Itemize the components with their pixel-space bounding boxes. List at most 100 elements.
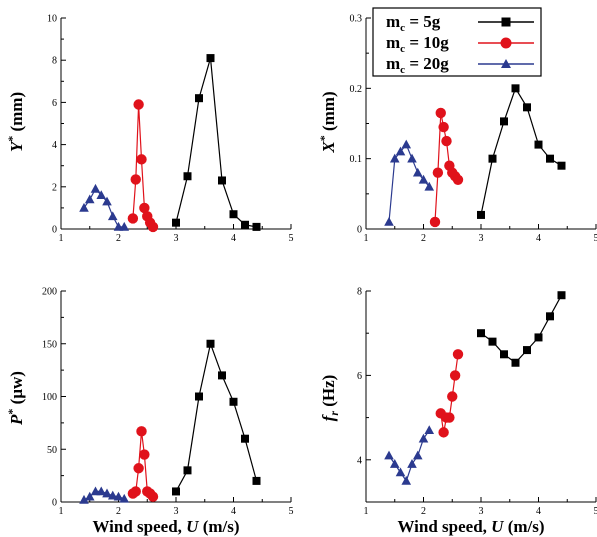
data-point-s5g xyxy=(218,371,226,380)
data-point-s20g xyxy=(395,146,406,156)
data-point-s20g xyxy=(107,211,118,221)
series-line-s5g xyxy=(480,86,562,216)
x-tick-label: 5 xyxy=(289,233,294,244)
data-point-s20g xyxy=(102,488,112,498)
data-point-s5g xyxy=(523,103,531,112)
data-point-s5g xyxy=(206,54,215,63)
data-point-s5g xyxy=(229,210,238,219)
data-point-s20g xyxy=(84,491,95,501)
series-s20g xyxy=(79,486,130,504)
data-point-s10g xyxy=(147,221,159,233)
y-tick-label: 2 xyxy=(52,182,57,193)
data-point-s10g xyxy=(432,167,444,178)
x-axis-label: Wind speed, U (m/s) xyxy=(397,517,544,536)
x-tick-label: 4 xyxy=(536,233,541,244)
x-tick-label: 3 xyxy=(479,506,484,517)
y-tick-label: 10 xyxy=(47,14,57,25)
data-point-s20g xyxy=(389,153,400,163)
data-point-s20g xyxy=(119,221,130,231)
panel-freq: 1 2 3 4 5 4 6 8 fr (Hz) Wind speed, U (m/s) xyxy=(319,287,597,537)
x-tick-label: 1 xyxy=(364,233,369,244)
series-line-s5g xyxy=(175,341,258,492)
data-point-s20g xyxy=(96,486,107,496)
data-point-s10g xyxy=(435,107,446,119)
y-tick-label: 0 xyxy=(52,498,57,509)
data-point-s10g xyxy=(139,449,150,460)
data-point-s20g xyxy=(407,459,417,468)
series-s5g xyxy=(172,339,261,496)
y-tick-label: 0.2 xyxy=(350,84,363,95)
series-s10g xyxy=(127,426,159,502)
x-tick-label: 1 xyxy=(364,506,369,517)
data-point-s20g xyxy=(389,459,400,468)
y-tick-label: 6 xyxy=(357,371,362,382)
data-point-s5g xyxy=(477,329,485,338)
legend-marker-s5g xyxy=(501,17,511,27)
data-point-s10g xyxy=(438,427,449,438)
data-point-s5g xyxy=(229,397,238,406)
legend-marker-s20g xyxy=(501,59,511,68)
y-axis-label: fr (Hz) xyxy=(319,375,341,422)
data-point-s5g xyxy=(511,358,520,367)
y-tick-label: 6 xyxy=(52,98,57,109)
x-tick-label: 3 xyxy=(174,506,179,517)
data-point-s20g xyxy=(407,153,417,163)
x-tick-label: 2 xyxy=(116,506,121,517)
data-point-s5g xyxy=(488,154,497,163)
data-point-s10g xyxy=(136,426,147,437)
x-tick-label: 4 xyxy=(536,506,541,517)
series-s20g xyxy=(384,425,435,485)
data-point-s20g xyxy=(395,467,406,477)
y-tick-label: 0.1 xyxy=(350,154,363,165)
data-point-s10g xyxy=(130,174,141,185)
y-tick-label: 100 xyxy=(42,392,57,403)
data-point-s5g xyxy=(252,476,261,485)
data-point-s5g xyxy=(500,350,508,359)
data-point-s5g xyxy=(218,176,226,185)
x-tick-label: 2 xyxy=(421,506,426,517)
legend-marker-s10g xyxy=(500,37,512,49)
series-s5g xyxy=(172,54,261,231)
data-point-s20g xyxy=(418,174,429,184)
x-tick-label: 3 xyxy=(479,233,484,244)
data-point-s20g xyxy=(79,202,89,212)
legend-label-s5g: mc = 5g xyxy=(386,12,441,34)
data-point-s20g xyxy=(412,167,423,177)
data-point-s20g xyxy=(401,475,412,485)
x-tick-label: 2 xyxy=(421,233,426,244)
data-point-s5g xyxy=(534,140,543,149)
data-point-s20g xyxy=(119,493,130,503)
data-point-s5g xyxy=(511,84,520,93)
data-point-s5g xyxy=(546,154,554,163)
data-point-s10g xyxy=(429,216,441,228)
data-point-s20g xyxy=(113,491,124,501)
y-tick-label: 200 xyxy=(42,287,57,298)
x-tick-label: 4 xyxy=(231,506,236,517)
y-tick-label: 0.3 xyxy=(350,14,363,25)
legend-label-s20g: mc = 20g xyxy=(386,54,449,76)
series-s20g xyxy=(79,183,130,231)
y-tick-label: 150 xyxy=(42,339,57,350)
data-point-s20g xyxy=(401,139,412,149)
data-point-s5g xyxy=(241,434,249,443)
panel-x-disp: 1 2 3 4 5 0 0.1 0.2 0.3 X* (mm) xyxy=(317,14,597,245)
x-tick-label: 3 xyxy=(174,233,179,244)
data-point-s10g xyxy=(444,412,455,423)
data-point-s5g xyxy=(172,218,180,227)
series-line-s5g xyxy=(480,294,563,364)
data-point-s20g xyxy=(412,450,423,460)
x-tick-label: 5 xyxy=(289,506,294,517)
data-point-s5g xyxy=(523,346,531,355)
data-point-s5g xyxy=(477,210,485,219)
data-point-s10g xyxy=(447,391,458,402)
data-point-s10g xyxy=(139,202,150,214)
data-point-s10g xyxy=(441,135,452,147)
data-point-s5g xyxy=(183,172,192,181)
y-tick-label: 4 xyxy=(52,140,57,151)
data-point-s5g xyxy=(252,222,261,231)
series-s10g xyxy=(127,99,159,233)
data-point-s10g xyxy=(438,121,449,133)
